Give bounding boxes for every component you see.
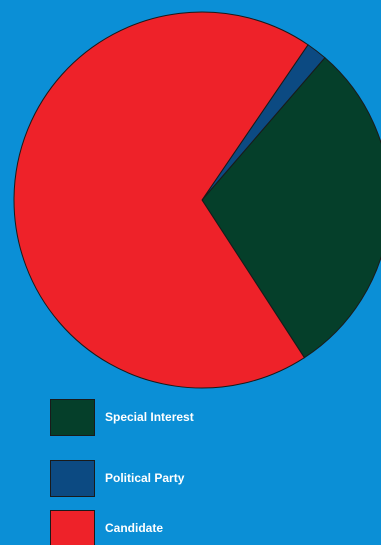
- legend-swatch-political-party: [50, 459, 95, 497]
- legend-swatch-special-interest: [50, 398, 95, 436]
- legend-item-special-interest: Special Interest: [50, 397, 194, 437]
- legend-item-political-party: Political Party: [50, 458, 184, 498]
- legend-item-candidate: Candidate: [50, 508, 163, 545]
- legend-label-candidate: Candidate: [105, 521, 164, 535]
- pie-chart: [13, 11, 381, 389]
- pie-slice-special-interest: [201, 56, 381, 359]
- pie-slice-candidate: [13, 11, 309, 389]
- legend-label-political-party: Political Party: [105, 471, 185, 485]
- legend-swatch-candidate: [50, 509, 95, 545]
- legend-label-special-interest: Special Interest: [105, 410, 194, 424]
